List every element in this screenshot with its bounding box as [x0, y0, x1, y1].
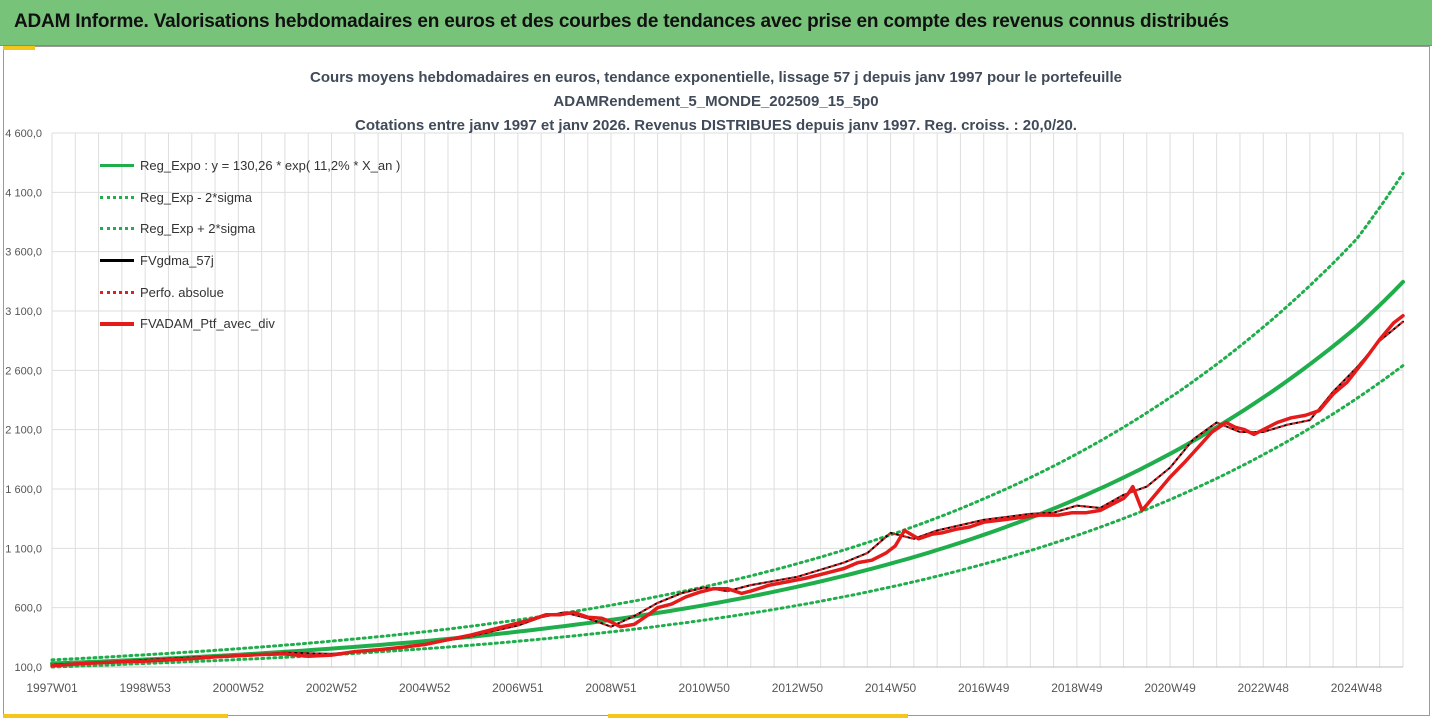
x-tick-label: 2004W52: [399, 681, 451, 695]
x-tick-label: 1997W01: [26, 681, 78, 695]
legend-swatch-perfo: [100, 290, 134, 294]
gridlines: [51, 132, 1404, 668]
legend-item-fvgdma: FVgdma_57j: [100, 245, 460, 277]
legend-item-perfo: Perfo. absolue: [100, 276, 460, 308]
series-line-dotted-green: [50, 364, 1405, 669]
chart-title-line-2: ADAMRendement_5_MONDE_202509_15_5p0: [553, 93, 879, 110]
y-tick-label: 2 600,0: [5, 365, 42, 377]
legend-label: Reg_Exp - 2*sigma: [140, 189, 252, 205]
x-tick-label: 2024W48: [1331, 681, 1383, 695]
y-tick-label: 100,0: [14, 662, 42, 674]
legend-swatch-reg-expo: [100, 164, 134, 168]
legend-item-ptf: FVADAM_Ptf_avec_div: [100, 308, 460, 340]
x-tick-label: 2022W48: [1238, 681, 1290, 695]
x-tick-label: 2006W51: [492, 681, 544, 695]
legend-item-reg-expo: Reg_Expo : y = 130,26 * exp( 11,2% * X_a…: [100, 150, 460, 182]
chart-title-line-1: Cours moyens hebdomadaires en euros, ten…: [310, 69, 1122, 86]
legend-item-reg-plus: Reg_Exp + 2*sigma: [100, 213, 460, 245]
chart-title-line-3: Cotations entre janv 1997 et janv 2026. …: [355, 117, 1077, 134]
y-tick-label: 3 100,0: [5, 306, 42, 318]
report-banner: ADAM Informe. Valorisations hebdomadaire…: [0, 0, 1432, 46]
x-axis-ticks: 1997W01 1998W53 2000W52 2002W52 2004W52 2006W…: [26, 681, 1382, 695]
accent-bar-bottom-center: [608, 714, 908, 718]
accent-bar-bottom-left: [3, 714, 228, 718]
y-tick-label: 4 100,0: [5, 187, 42, 199]
legend-label: FVgdma_57j: [140, 253, 214, 269]
y-axis-ticks: 4 600,0 4 100,0 3 600,0 3 100,0 2 600,0 2 100…: [5, 128, 42, 674]
y-tick-label: 1 600,0: [5, 484, 42, 496]
x-tick-label: 2010W50: [679, 681, 731, 695]
legend-swatch-reg-minus: [100, 195, 134, 199]
x-tick-label: 1998W53: [119, 681, 171, 695]
x-tick-label: 2008W51: [585, 681, 637, 695]
accent-bar-top: [3, 46, 35, 50]
legend-swatch-reg-plus: [100, 227, 134, 231]
report-title: ADAM Informe. Valorisations hebdomadaire…: [14, 11, 1229, 32]
legend-label: Perfo. absolue: [140, 284, 224, 300]
y-tick-label: 4 600,0: [5, 128, 42, 140]
x-tick-label: 2002W52: [306, 681, 358, 695]
x-tick-label: 2014W50: [865, 681, 917, 695]
x-tick-label: 2018W49: [1051, 681, 1103, 695]
x-tick-label: 2012W50: [772, 681, 824, 695]
y-tick-label: 1 100,0: [5, 543, 42, 555]
series-line-dotted-green: [50, 171, 1405, 662]
x-tick-label: 2020W49: [1144, 681, 1196, 695]
legend-label: Reg_Expo : y = 130,26 * exp( 11,2% * X_a…: [140, 158, 401, 174]
legend-label: FVADAM_Ptf_avec_div: [140, 316, 275, 332]
y-tick-label: 2 100,0: [5, 425, 42, 437]
y-tick-label: 600,0: [14, 603, 42, 615]
chart-title-block: Cours moyens hebdomadaires en euros, ten…: [0, 66, 1432, 138]
x-tick-label: 2000W52: [213, 681, 265, 695]
legend-item-reg-minus: Reg_Exp - 2*sigma: [100, 182, 460, 214]
legend-label: Reg_Exp + 2*sigma: [140, 221, 256, 237]
series-lines: [50, 171, 1405, 669]
series-line-solid-red: [50, 313, 1405, 668]
legend-swatch-fvgdma: [100, 259, 134, 263]
x-tick-label: 2016W49: [958, 681, 1010, 695]
chart-legend: Reg_Expo : y = 130,26 * exp( 11,2% * X_a…: [100, 150, 460, 340]
y-tick-label: 3 600,0: [5, 247, 42, 259]
legend-swatch-ptf: [100, 321, 134, 326]
